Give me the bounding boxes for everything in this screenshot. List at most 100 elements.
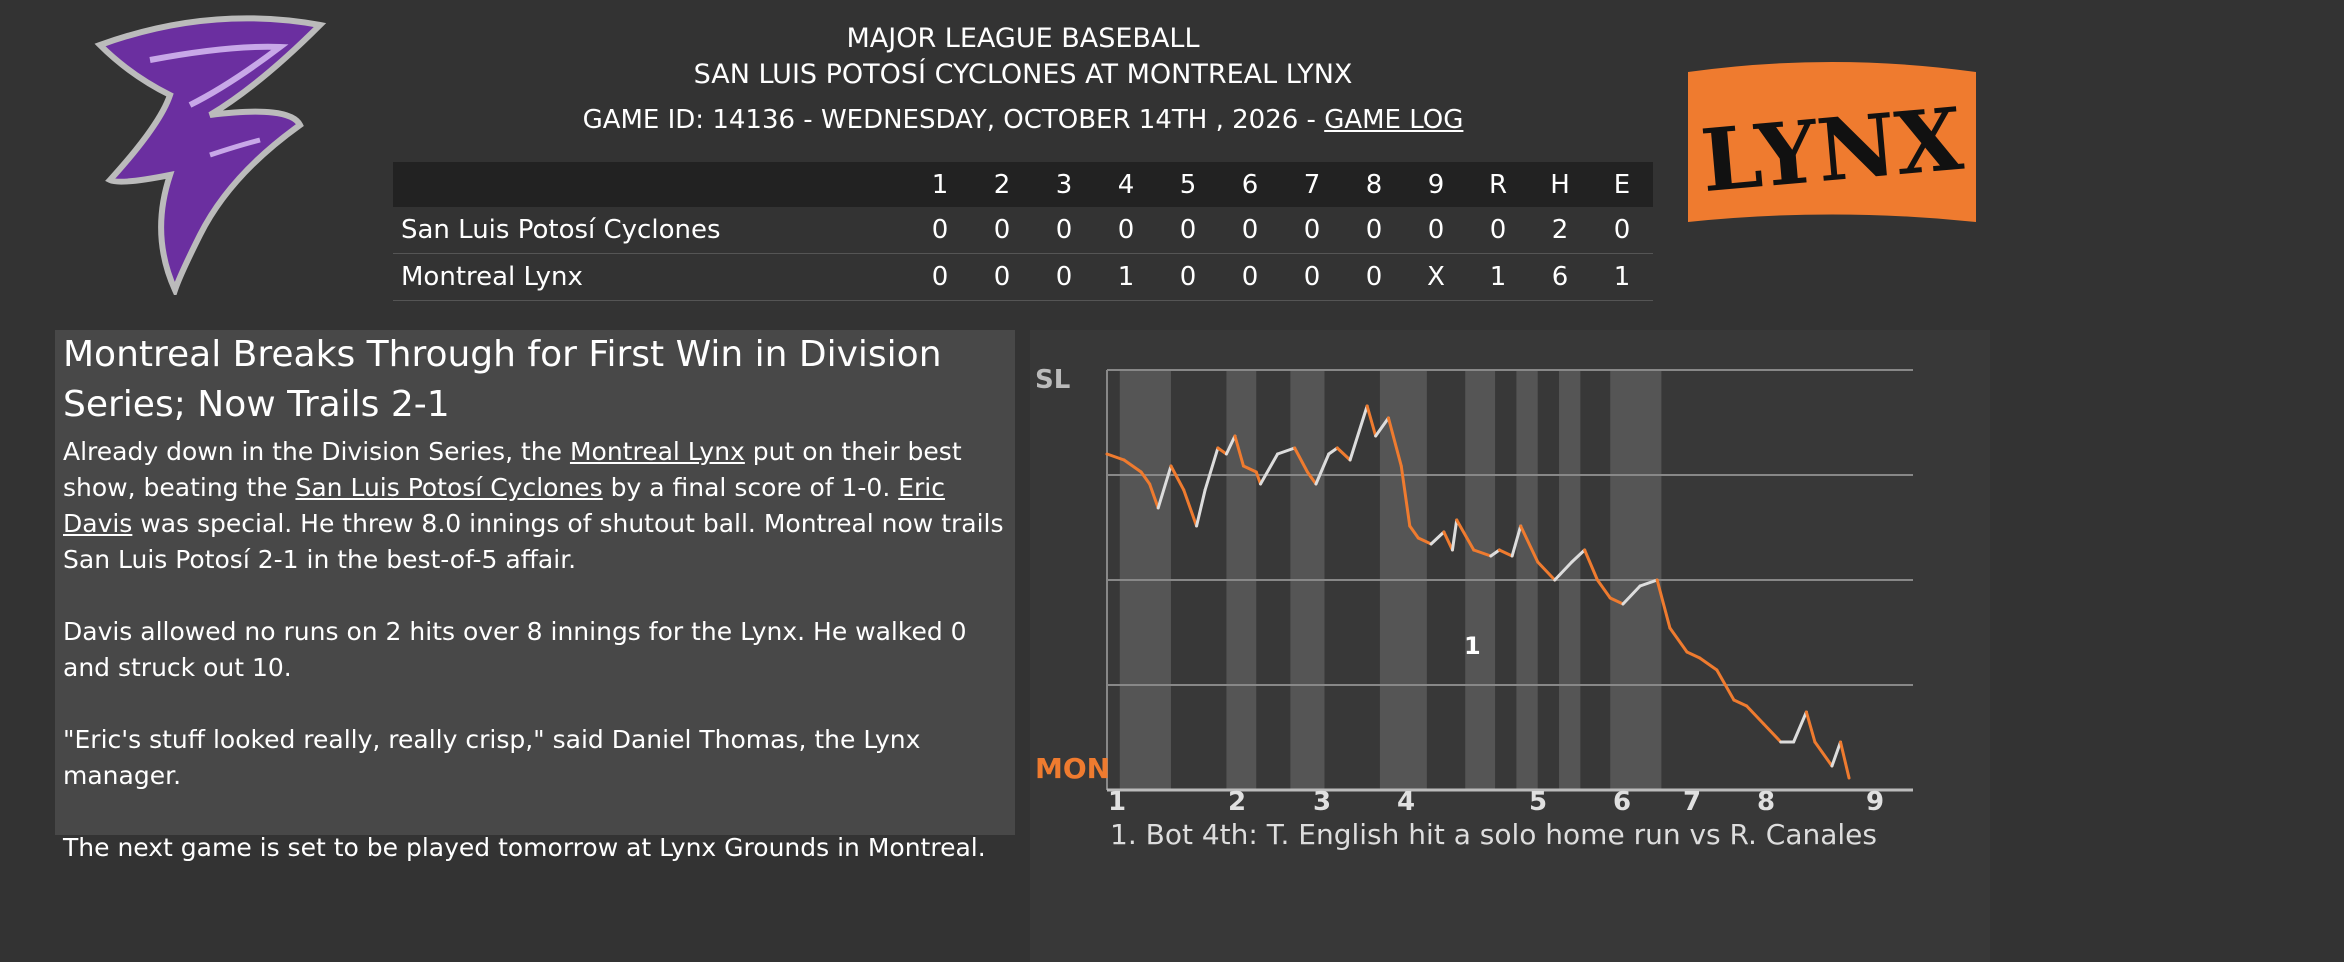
team-name: Montreal Lynx <box>393 253 909 301</box>
team-column-header <box>393 162 909 207</box>
chart-line-segment <box>1745 704 1766 726</box>
score-cell: 0 <box>1033 253 1095 301</box>
chart-line-segment <box>1497 548 1514 558</box>
chart-line-segment <box>1365 404 1378 438</box>
col-header: 7 <box>1281 162 1343 207</box>
game-info: GAME ID: 14136 - WEDNESDAY, OCTOBER 14TH… <box>393 102 1653 138</box>
chart-line-segment <box>1203 446 1220 492</box>
text-span: Already down in the Division Series, the <box>63 437 570 466</box>
col-header: 5 <box>1157 162 1219 207</box>
chart-line-segment <box>1374 416 1390 438</box>
montreal-lynx-link[interactable]: Montreal Lynx <box>569 437 745 466</box>
chart-line-segment <box>1608 596 1625 606</box>
score-cell: 0 <box>1095 207 1157 254</box>
chart-svg <box>1105 369 1913 792</box>
hits-cell: 2 <box>1529 207 1591 254</box>
chart-footnote: 1. Bot 4th: T. English hit a solo home r… <box>1110 818 1877 851</box>
chart-line-segment <box>1156 464 1173 510</box>
chart-line-segment <box>1450 518 1459 552</box>
score-cell: 0 <box>1033 207 1095 254</box>
chart-line-segment <box>1429 530 1446 546</box>
chart-line-segment <box>1804 710 1817 744</box>
chart-line-segment <box>1685 650 1702 660</box>
lynx-logo-text: LYNX <box>1697 89 1967 212</box>
chart-annotation-marker: 1 <box>1464 632 1481 660</box>
col-header: 9 <box>1405 162 1467 207</box>
chart-line-segment <box>1595 578 1612 600</box>
col-header: 3 <box>1033 162 1095 207</box>
chart-line-segment <box>1489 548 1501 558</box>
text-span: put on their best show, beating the <box>63 437 962 502</box>
chart-line-segment <box>1668 626 1689 654</box>
linescore-row-away: San Luis Potosí Cyclones 0 0 0 0 0 0 0 0… <box>393 207 1653 254</box>
chart-line-segment <box>1314 452 1331 486</box>
runs-cell: 1 <box>1467 253 1529 301</box>
inning-tick-label: 2 <box>1228 787 1247 817</box>
matchup-title: SAN LUIS POTOSÍ CYCLONES AT MONTREAL LYN… <box>693 59 1353 90</box>
chart-line-segment <box>1536 560 1557 582</box>
score-cell: 0 <box>1157 207 1219 254</box>
text-span: by a final score of 1-0. <box>602 473 899 502</box>
chart-bottom-label: MON <box>1035 752 1111 785</box>
linescore-header-row: 1 2 3 4 5 6 7 8 9 R H E <box>393 162 1653 207</box>
score-cell: 0 <box>1343 253 1405 301</box>
chart-line-segment <box>1813 740 1834 768</box>
chart-line-segment <box>1519 524 1540 564</box>
eric-davis-link[interactable]: Eric Davis <box>63 473 945 538</box>
chart-line-segment <box>1638 578 1659 588</box>
score-cell: 0 <box>1405 207 1467 254</box>
chart-line-segment <box>1386 416 1403 468</box>
inning-tick-label: 6 <box>1613 787 1632 817</box>
score-cell: 0 <box>971 253 1033 301</box>
chart-line-segment <box>1455 518 1476 552</box>
chart-line-segment <box>1216 446 1228 456</box>
chart-line-segment <box>1510 524 1523 558</box>
chart-line-segment <box>1224 434 1237 456</box>
inning-tick-label: 4 <box>1397 787 1416 817</box>
article-paragraph: Davis allowed no runs on 2 hits over 8 i… <box>63 617 967 682</box>
cyclones-link[interactable]: San Luis Potosí Cyclones <box>295 473 603 502</box>
chart-line-segment <box>1254 470 1263 486</box>
chart-line-segment <box>1305 470 1318 486</box>
text-span: was special. He threw 8.0 innings of shu… <box>63 509 1004 574</box>
chart-line-segment <box>1182 488 1199 528</box>
chart-line-segment <box>1399 464 1412 528</box>
chart-line-segment <box>1553 560 1574 582</box>
col-header: 1 <box>909 162 971 207</box>
chart-line-segment <box>1233 434 1245 468</box>
chart-line-segment <box>1830 740 1843 768</box>
runs-cell: 0 <box>1467 207 1529 254</box>
score-cell: 0 <box>1219 253 1281 301</box>
col-header: 6 <box>1219 162 1281 207</box>
chart-line-segment <box>1655 578 1672 630</box>
chart-line-segment <box>1732 698 1749 708</box>
chart-line-segment <box>1122 458 1143 474</box>
chart-line-segment <box>1416 536 1433 546</box>
col-header: 8 <box>1343 162 1405 207</box>
errors-cell: 0 <box>1591 207 1653 254</box>
score-cell: 0 <box>909 253 971 301</box>
chart-line-segment <box>1621 584 1642 606</box>
chart-line-segment <box>1762 722 1783 744</box>
chart-line-segment <box>1472 548 1493 558</box>
inning-tick-label: 9 <box>1866 787 1885 817</box>
lynx-logo-icon: LYNX <box>1688 62 1976 222</box>
chart-line-segment <box>1139 470 1152 486</box>
game-id-text: GAME ID: 14136 - WEDNESDAY, OCTOBER 14TH… <box>582 105 1325 135</box>
chart-line-segment <box>1839 740 1851 780</box>
chart-line-segment <box>1293 446 1309 474</box>
win-probability-chart <box>1030 330 1990 962</box>
col-header: 2 <box>971 162 1033 207</box>
game-log-link[interactable]: GAME LOG <box>1324 105 1464 135</box>
inning-tick-label: 7 <box>1683 787 1702 817</box>
team-name: San Luis Potosí Cyclones <box>393 207 909 254</box>
score-cell: 0 <box>971 207 1033 254</box>
article-paragraph: The next game is set to be played tomorr… <box>63 833 986 862</box>
score-cell: 0 <box>1281 253 1343 301</box>
col-header: H <box>1529 162 1591 207</box>
chart-line-segment <box>1442 530 1454 552</box>
chart-line-segment <box>1327 446 1339 456</box>
hits-cell: 6 <box>1529 253 1591 301</box>
article-paragraph: Already down in the Division Series, the… <box>63 434 1007 578</box>
chart-line-segment <box>1259 452 1280 486</box>
